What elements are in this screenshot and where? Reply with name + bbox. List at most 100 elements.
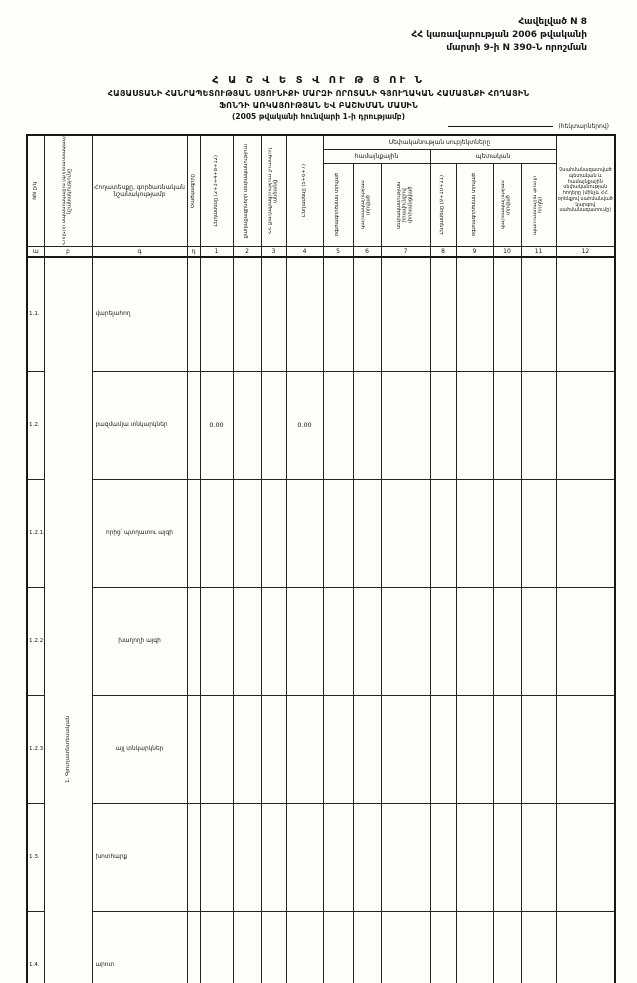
value-cell-c4: [285, 802, 324, 912]
value-cell-c1: [199, 694, 234, 804]
value-cell-c7: [380, 694, 431, 804]
table-header: NN ը/կ Հողերի նպատակային (գործառնական) ն…: [26, 134, 616, 258]
table-row-1.2.1: 1.2.1. որից՝ պտղատու այգի: [26, 478, 616, 588]
value-cell-c1: [199, 910, 234, 983]
value-cell-c2: [232, 586, 262, 696]
col-header-7: սեփականության իրավունքով փոխանցված: [380, 162, 431, 248]
value-cell-c1: [199, 256, 234, 372]
value-cell-c5: [322, 370, 354, 480]
value-cell-c3: [260, 370, 287, 480]
column-letter-7: 7: [380, 246, 431, 258]
value-cell-c4: [285, 478, 324, 588]
value-cell-c12: [555, 802, 616, 912]
value-cell-c6: [352, 802, 382, 912]
value-cell-c4: [285, 586, 324, 696]
row-number-cell: 1.2.3.: [26, 694, 45, 804]
value-cell-c2: [232, 370, 262, 480]
column-letter-2: 2: [232, 246, 262, 258]
value-cell-c2: [232, 802, 262, 912]
col-header-5: օգտագործման տրված: [322, 162, 354, 248]
value-cell-c10: [492, 370, 522, 480]
value-cell-c3: [260, 586, 287, 696]
appendix-line-1: Հավելված N 8: [518, 17, 587, 27]
value-cell-c11: [520, 256, 557, 372]
group-header-state: պետական: [429, 149, 557, 164]
column-letter-1: 1: [199, 246, 234, 258]
value-cell-c3: [260, 910, 287, 983]
value-cell-c2: [232, 694, 262, 804]
column-letter-9: 9: [455, 246, 494, 258]
value-cell-c7: [380, 478, 431, 588]
value-cell-c11: [520, 478, 557, 588]
table-row-1.2: 1.2. բազմամյա տնկարկներ 0.00 0.00: [26, 370, 616, 480]
value-cell-c1: 0.00: [199, 370, 234, 480]
code-cell: [186, 370, 201, 480]
column-letter-6: 6: [352, 246, 382, 258]
row-number-cell: 1.1.: [26, 256, 45, 372]
col-header-12: Չսահմանազատված պետական և համայնքային սեփ…: [555, 134, 616, 247]
code-cell: [186, 586, 201, 696]
value-cell-c8: [429, 910, 457, 983]
land-type-cell: այլ տնկարկներ: [91, 694, 188, 804]
table-row-1.2.2: 1.2.2. խաղողի այգի: [26, 586, 616, 696]
land-balance-table: NN ը/կ Հողերի նպատակային (գործառնական) ն…: [26, 134, 617, 983]
value-cell-c11: [520, 802, 557, 912]
value-cell-c11: [520, 694, 557, 804]
value-cell-c7: [380, 256, 431, 372]
col-header-landtype: Հողատեսքը, գործառնական նշանակությամբ: [91, 134, 188, 247]
signature-line: [448, 126, 554, 127]
column-letter-գ: գ: [91, 246, 188, 258]
value-cell-c3: [260, 802, 287, 912]
col-header-2: քաղաքացիների սեփականություն: [232, 134, 262, 247]
col-header-purpose: Հողերի նպատակային (գործառնական) նշանակու…: [43, 134, 93, 247]
appendix-note: Հավելված N 8 ՀՀ կառավարության 2006 թվակա…: [0, 16, 587, 55]
title-block: Հ Ա Շ Վ Ե Տ Վ ՈՒ Թ Յ ՈՒ Ն ՀԱՅԱՍՏԱՆԻ ՀԱՆՐ…: [0, 75, 637, 121]
value-cell-c5: [322, 694, 354, 804]
code-cell: [186, 694, 201, 804]
value-cell-c6: [352, 586, 382, 696]
table-body: 1.1. 1. Գյուղատնտեսական վարելահող 1.2. բազմա…: [26, 256, 616, 983]
appendix-line-3: մարտի 9-ի N 390-Ն որոշման: [446, 43, 587, 53]
col-header-11: պահուստային ֆոնդի հողեր: [520, 162, 557, 248]
value-cell-c8: [429, 694, 457, 804]
value-cell-c8: [429, 478, 457, 588]
col-header-1: Ընդամենը (2+3+4+8+12): [199, 134, 234, 247]
value-cell-c6: [352, 694, 382, 804]
section-label-cell: 1. Գյուղատնտեսական: [43, 256, 93, 983]
value-cell-c2: [232, 910, 262, 983]
value-cell-c1: [199, 802, 234, 912]
value-cell-c1: [199, 478, 234, 588]
value-cell-c8: [429, 586, 457, 696]
value-cell-c12: [555, 370, 616, 480]
col-header-9: օգտագործման տրված: [455, 162, 494, 248]
value-cell-c3: [260, 478, 287, 588]
column-letter-10: 10: [492, 246, 522, 258]
value-cell-c9: [455, 256, 494, 372]
value-cell-c5: [322, 256, 354, 372]
value-cell-c10: [492, 910, 522, 983]
column-letter-8: 8: [429, 246, 457, 258]
col-header-nn: NN ը/կ: [26, 134, 45, 247]
col-header-8: Ընդամենը (9+10+11): [429, 162, 457, 248]
column-letter-3: 3: [260, 246, 287, 258]
value-cell-c8: [429, 256, 457, 372]
value-cell-c2: [232, 478, 262, 588]
column-letter-դ: դ: [186, 246, 201, 258]
column-letter-5: 5: [322, 246, 354, 258]
value-cell-c10: [492, 694, 522, 804]
column-letter-ա: ա: [26, 246, 45, 258]
value-cell-c7: [380, 910, 431, 983]
value-cell-c12: [555, 586, 616, 696]
column-letter-12: 12: [555, 246, 616, 258]
col-header-4: Ընդամենը (5+6+7): [285, 134, 324, 247]
section-label-text: 1. Գյուղատնտեսական: [64, 715, 71, 784]
group-header-community: համայնքային: [322, 149, 431, 164]
land-type-cell: խաղողի այգի: [91, 586, 188, 696]
value-cell-c8: [429, 370, 457, 480]
table-row-1.1: 1.1. 1. Գյուղատնտեսական վարելահող: [26, 256, 616, 983]
value-cell-c11: [520, 910, 557, 983]
report-title: Հ Ա Շ Վ Ե Տ Վ ՈՒ Թ Յ ՈՒ Ն: [212, 75, 425, 86]
appendix-line-2: ՀՀ կառավարության 2006 թվականի: [411, 30, 587, 40]
code-cell: [186, 478, 201, 588]
